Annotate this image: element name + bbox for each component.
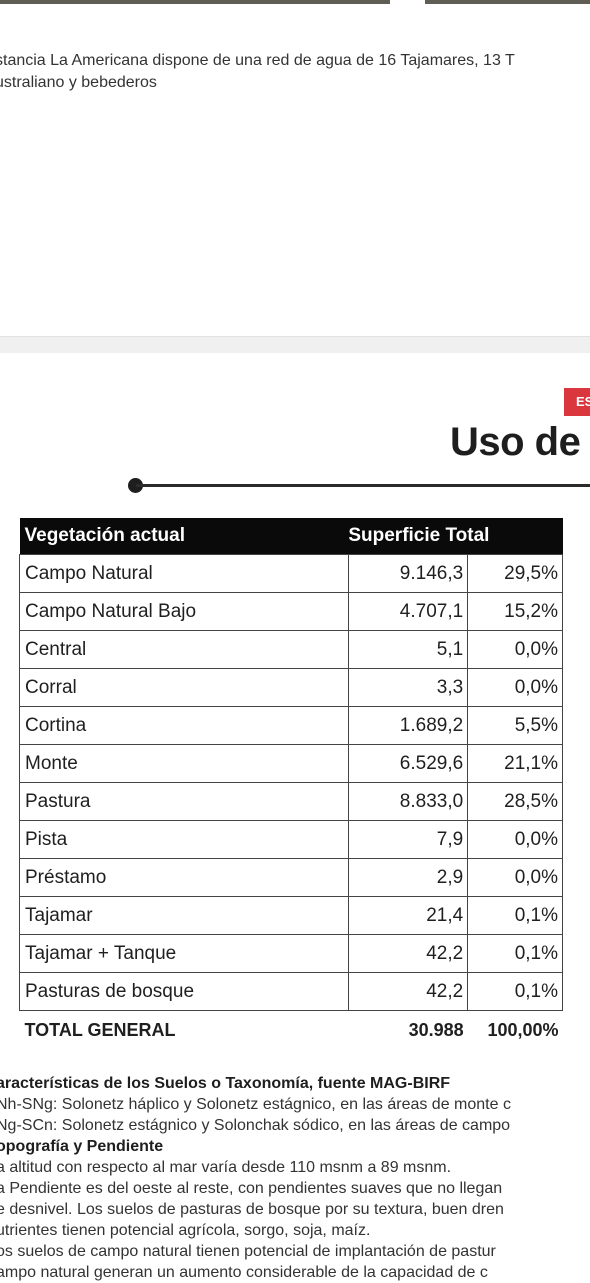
notes-heading: opografía y Pendiente <box>0 1138 164 1155</box>
cell-name: Tajamar + Tanque <box>19 934 349 973</box>
soil-notes: aracterísticas de los Suelos o Taxonomía… <box>0 1073 590 1283</box>
cell-pct: 28,5% <box>467 782 563 821</box>
total-pct: 100,00% <box>487 1019 559 1040</box>
cell-area: 3,3 <box>347 668 469 707</box>
table-total-row: TOTAL GENERAL 30.988 100,00% <box>20 1011 563 1050</box>
title-underline-dot <box>128 478 143 493</box>
table-row: Tajamar 21,4 0,1% <box>19 896 563 935</box>
cell-name: Corral <box>19 668 349 707</box>
intro-line: ustraliano y bebederos <box>0 74 157 91</box>
cell-area: 4.707,1 <box>347 592 469 631</box>
total-area: 30.988 <box>408 1019 464 1040</box>
cell-area: 42,2 <box>347 934 469 973</box>
cell-pct: 0,0% <box>467 820 563 859</box>
cell-pct: 15,2% <box>467 592 563 631</box>
total-label: TOTAL GENERAL <box>24 1019 176 1040</box>
intro-line: stancia La Americana dispone de una red … <box>0 52 515 69</box>
header-superficie: Superficie Total <box>348 518 563 555</box>
cell-pct: 0,1% <box>467 972 563 1011</box>
cell-area: 7,9 <box>347 820 469 859</box>
cell-pct: 0,1% <box>467 934 563 973</box>
notes-heading: aracterísticas de los Suelos o Taxonomía… <box>0 1075 451 1092</box>
cell-name: Monte <box>19 744 349 783</box>
table-row: Corral 3,3 0,0% <box>19 668 563 707</box>
top-image-strip-right <box>425 0 590 4</box>
table-row: Campo Natural 9.146,3 29,5% <box>19 554 563 593</box>
notes-line: a Pendiente es del oeste al reste, con p… <box>0 1180 503 1197</box>
cell-pct: 0,0% <box>467 630 563 669</box>
cell-area: 6.529,6 <box>347 744 469 783</box>
cell-name: Pista <box>19 820 349 859</box>
notes-line: a altitud con respecto al mar varía desd… <box>0 1159 452 1176</box>
vegetation-table: Vegetación actual Superficie Total Campo… <box>19 518 563 1049</box>
cell-pct: 0,0% <box>467 858 563 897</box>
cell-pct: 29,5% <box>467 554 563 593</box>
section-title: Uso de <box>450 420 581 464</box>
header-vegetation: Vegetación actual <box>19 518 349 555</box>
top-image-strip-left <box>0 0 390 4</box>
cell-name: Campo Natural Bajo <box>19 592 349 631</box>
section-divider <box>0 336 590 353</box>
cell-area: 21,4 <box>347 896 469 935</box>
notes-line: Nh-SNg: Solonetz háplico y Solonetz está… <box>0 1096 511 1113</box>
cell-name: Pastura <box>19 782 349 821</box>
notes-line: Ng-SCn: Solonetz estágnico y Solonchak s… <box>0 1117 511 1134</box>
table-row: Pastura 8.833,0 28,5% <box>19 782 563 821</box>
cell-name: Central <box>19 630 349 669</box>
notes-line: utrientes tienen potencial agrícola, sor… <box>0 1222 371 1239</box>
notes-line: e desnivel. Los suelos de pasturas de bo… <box>0 1201 504 1218</box>
table-row: Tajamar + Tanque 42,2 0,1% <box>19 934 563 973</box>
cell-pct: 0,1% <box>467 896 563 935</box>
notes-line: ampo natural generan un aumento consider… <box>0 1264 488 1281</box>
cell-name: Préstamo <box>19 858 349 897</box>
notes-line: os suelos de campo natural tienen potenc… <box>0 1243 496 1260</box>
cell-name: Tajamar <box>19 896 349 935</box>
cell-area: 9.146,3 <box>347 554 469 593</box>
table-row: Central 5,1 0,0% <box>19 630 563 669</box>
section-badge: ES <box>564 388 590 416</box>
table-row: Monte 6.529,6 21,1% <box>19 744 563 783</box>
cell-name: Cortina <box>19 706 349 745</box>
table-row: Pista 7,9 0,0% <box>19 820 563 859</box>
cell-area: 5,1 <box>347 630 469 669</box>
cell-area: 42,2 <box>347 972 469 1011</box>
title-underline <box>136 484 590 487</box>
intro-paragraph: stancia La Americana dispone de una red … <box>0 50 590 94</box>
cell-name: Pasturas de bosque <box>19 972 349 1011</box>
cell-name: Campo Natural <box>19 554 349 593</box>
cell-pct: 21,1% <box>467 744 563 783</box>
cell-area: 2,9 <box>347 858 469 897</box>
cell-area: 1.689,2 <box>347 706 469 745</box>
cell-pct: 0,0% <box>467 668 563 707</box>
table-header-row: Vegetación actual Superficie Total <box>19 518 563 555</box>
cell-pct: 5,5% <box>467 706 563 745</box>
cell-area: 8.833,0 <box>347 782 469 821</box>
table-row: Pasturas de bosque 42,2 0,1% <box>19 972 563 1011</box>
table-row: Campo Natural Bajo 4.707,1 15,2% <box>19 592 563 631</box>
table-row: Préstamo 2,9 0,0% <box>19 858 563 897</box>
table-row: Cortina 1.689,2 5,5% <box>19 706 563 745</box>
